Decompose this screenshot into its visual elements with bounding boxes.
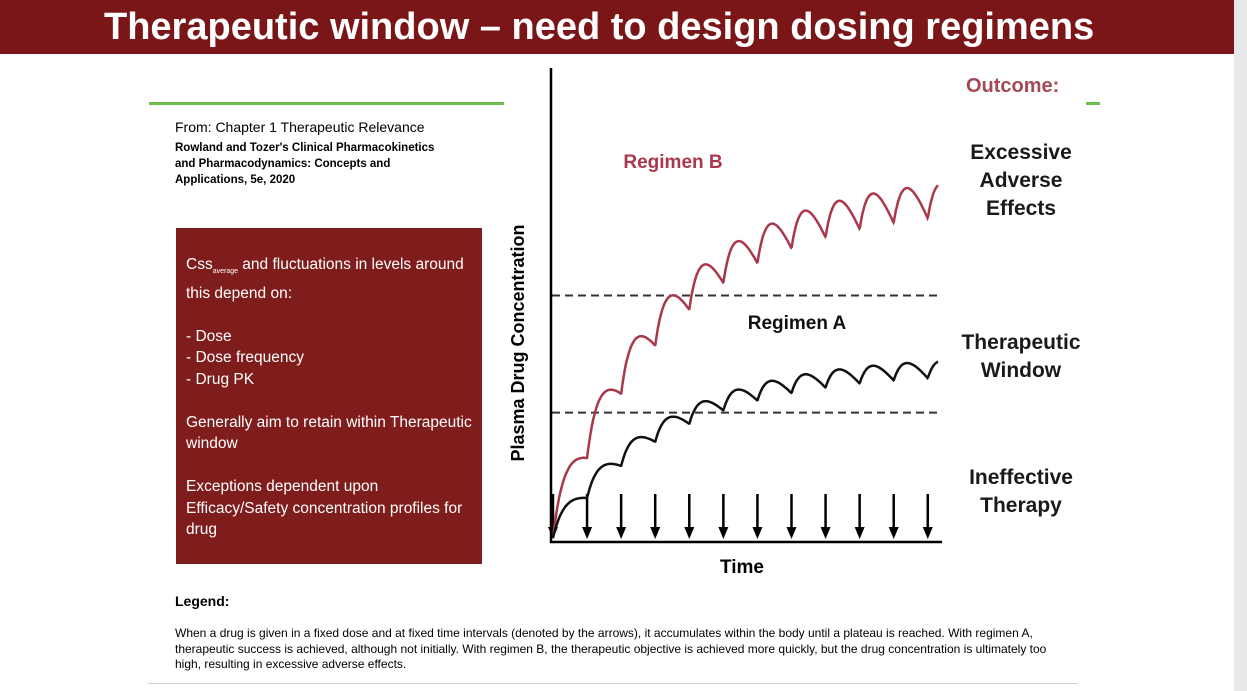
aim-statement: Generally aim to retain within Therapeut…: [186, 413, 472, 453]
css-statement: Cssaverage and fluctuations in levels ar…: [186, 254, 482, 304]
regimen-b-label: Regimen B: [623, 152, 722, 173]
factor-list: - Dose - Dose frequency - Drug PK: [186, 326, 482, 391]
outcome-heading: Outcome:: [966, 75, 1060, 97]
source-citation: Rowland and Tozer's Clinical Pharmacokin…: [175, 142, 435, 186]
slide-title: Therapeutic window – need to design dosi…: [104, 6, 1095, 48]
dose-arrow: [820, 494, 831, 539]
factor-item: - Dose frequency: [186, 349, 305, 367]
dose-arrow: [922, 494, 933, 539]
accent-line-right: [1086, 102, 1100, 105]
legend-text: When a drug is given in a fixed dose and…: [175, 626, 1047, 671]
css-statement-text: and fluctuations in levels around this d…: [186, 256, 464, 302]
exceptions-statement: Exceptions dependent upon Efficacy/Safet…: [186, 478, 463, 539]
dose-arrow: [854, 494, 865, 539]
bottom-divider: [148, 683, 1078, 684]
slide-edge: [1234, 0, 1247, 691]
info-box: Cssaverage and fluctuations in levels ar…: [176, 228, 482, 564]
outcome-excessive: Excessive Adverse Effects: [970, 141, 1072, 220]
x-axis-label: Time: [720, 557, 764, 578]
factor-item: - Drug PK: [186, 370, 255, 388]
dose-arrow: [718, 494, 729, 539]
outcome-therapeutic: Therapeutic Window: [961, 331, 1081, 382]
dose-arrow: [582, 494, 593, 539]
dose-arrows: [548, 494, 933, 539]
legend-title: Legend:: [175, 593, 230, 609]
factor-item: - Dose: [186, 327, 232, 345]
dose-arrow: [684, 494, 695, 539]
accent-line-left: [149, 102, 504, 105]
regimen-a-label: Regimen A: [748, 313, 847, 334]
y-axis-label: Plasma Drug Concentration: [508, 224, 528, 461]
outcome-ineffective: Ineffective Therapy: [969, 466, 1073, 517]
dose-arrow: [786, 494, 797, 539]
regimen-b-line: [551, 184, 939, 539]
dose-arrow: [650, 494, 661, 539]
dose-arrow: [752, 494, 763, 539]
css-symbol: Css: [186, 256, 213, 273]
css-subscript: average: [212, 268, 238, 276]
dose-arrow: [616, 494, 627, 539]
regimen-a-line: [551, 360, 939, 539]
title-bar: [0, 0, 1234, 54]
source-intro: From: Chapter 1 Therapeutic Relevance: [175, 119, 425, 135]
dose-arrow: [888, 494, 899, 539]
